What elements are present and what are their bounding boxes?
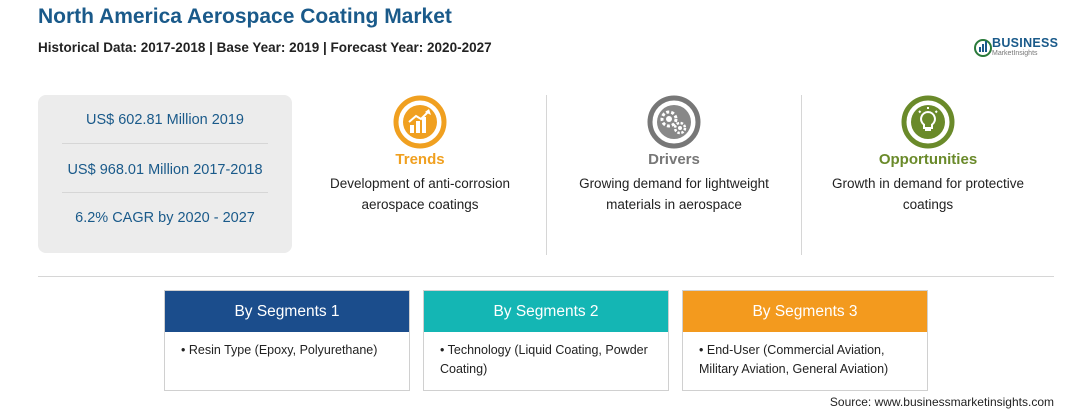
factor-title: Drivers bbox=[648, 151, 700, 168]
segment-item: End-User (Commercial Aviation, Military … bbox=[699, 343, 889, 376]
segment-header: By Segments 3 bbox=[683, 291, 927, 332]
logo-tagline: MarketInsights bbox=[992, 50, 1038, 57]
segment-list: • Technology (Liquid Coating, Powder Coa… bbox=[424, 332, 668, 379]
factor-description: Development of anti-corrosion aerospace … bbox=[329, 176, 511, 212]
bullet-icon: • bbox=[699, 343, 704, 357]
factor-drivers: Drivers Growing demand for lightweight m… bbox=[556, 95, 792, 215]
segment-list: • End-User (Commercial Aviation, Militar… bbox=[683, 332, 927, 379]
factor-description: Growing demand for lightweight materials… bbox=[579, 176, 769, 212]
factor-title: Trends bbox=[395, 151, 445, 168]
column-divider bbox=[546, 95, 547, 255]
segment-card-2: By Segments 2 • Technology (Liquid Coati… bbox=[423, 290, 669, 391]
factor-description: Growth in demand for protective coatings bbox=[831, 176, 1025, 212]
stat-market-value-historical: US$ 968.01 Million 2017-2018 bbox=[67, 162, 263, 178]
bullet-icon: • bbox=[181, 343, 186, 357]
page-title: North America Aerospace Coating Market bbox=[38, 5, 452, 28]
lightbulb-icon bbox=[901, 95, 955, 149]
source-link[interactable]: Source: www.businessmarketinsights.com bbox=[829, 395, 1054, 409]
segment-item: Technology (Liquid Coating, Powder Coati… bbox=[440, 343, 648, 376]
factor-trends: Trends Development of anti-corrosion aer… bbox=[302, 95, 538, 215]
chart-growth-icon bbox=[393, 95, 447, 149]
market-stats-panel: US$ 602.81 Million 2019 US$ 968.01 Milli… bbox=[38, 95, 292, 253]
segment-header: By Segments 2 bbox=[424, 291, 668, 332]
factor-opportunities: Opportunities Growth in demand for prote… bbox=[810, 95, 1046, 215]
stat-divider bbox=[62, 143, 268, 144]
segment-card-1: By Segments 1 • Resin Type (Epoxy, Polyu… bbox=[164, 290, 410, 391]
brand-logo[interactable]: BUSINESS MarketInsights bbox=[972, 34, 1058, 64]
logo-icon bbox=[974, 39, 992, 57]
column-divider bbox=[801, 95, 802, 255]
factor-title: Opportunities bbox=[878, 151, 978, 168]
logo-name: BUSINESS bbox=[992, 36, 1059, 50]
segment-header: By Segments 1 bbox=[165, 291, 409, 332]
stat-market-value-2019: US$ 602.81 Million 2019 bbox=[86, 112, 244, 128]
segment-item: Resin Type (Epoxy, Polyurethane) bbox=[188, 343, 378, 357]
gears-icon bbox=[647, 95, 701, 149]
stat-divider bbox=[62, 192, 268, 193]
page-subtitle: Historical Data: 2017-2018 | Base Year: … bbox=[38, 40, 492, 55]
stat-cagr: 6.2% CAGR by 2020 - 2027 bbox=[75, 210, 255, 226]
section-divider bbox=[38, 276, 1054, 277]
bullet-icon: • bbox=[440, 343, 445, 357]
segment-list: • Resin Type (Epoxy, Polyurethane) bbox=[165, 332, 409, 360]
segment-card-3: By Segments 3 • End-User (Commercial Avi… bbox=[682, 290, 928, 391]
